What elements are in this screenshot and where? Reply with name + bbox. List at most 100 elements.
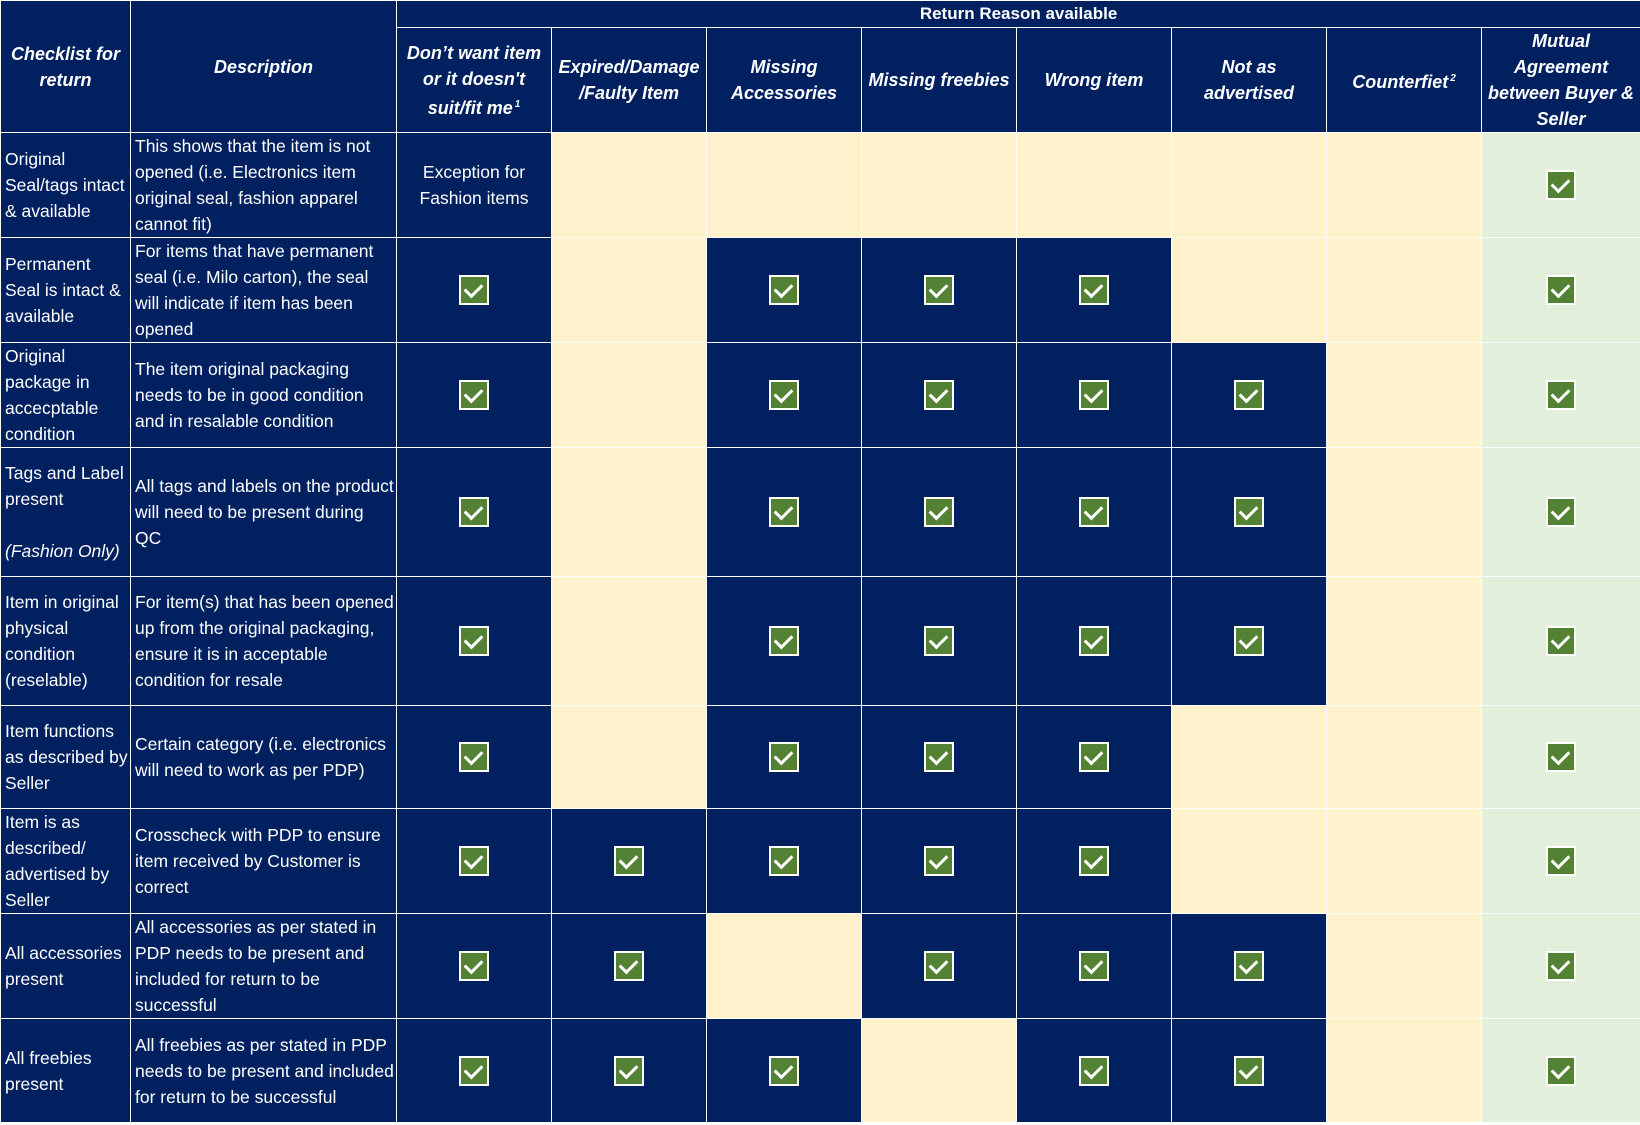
- checked-checkbox-icon: [1234, 951, 1264, 981]
- allowed-cell: [1016, 1018, 1172, 1123]
- table-row: Permanent Seal is intact & available For …: [0, 237, 1640, 343]
- reason-header-counterfiet: Counterfiet 2: [1326, 27, 1482, 133]
- not-applicable-cell: [1326, 913, 1482, 1019]
- checked-checkbox-icon: [924, 742, 954, 772]
- checked-checkbox-icon: [769, 846, 799, 876]
- checklist-item-label: Permanent Seal is intact & available: [0, 237, 131, 343]
- checked-checkbox-icon: [459, 846, 489, 876]
- checked-checkbox-icon: [1079, 380, 1109, 410]
- allowed-cell: [706, 576, 862, 706]
- allowed-cell: [1480, 705, 1640, 809]
- checked-checkbox-icon: [1079, 1055, 1109, 1086]
- not-applicable-cell: [1326, 237, 1482, 343]
- not-applicable-cell: [1171, 132, 1327, 238]
- allowed-cell: [396, 913, 552, 1019]
- allowed-cell: [1480, 576, 1640, 706]
- allowed-cell: [1016, 705, 1172, 809]
- allowed-cell: [1480, 132, 1640, 238]
- allowed-cell: [1016, 237, 1172, 343]
- checklist-item-label: Original package in accecptable conditio…: [0, 342, 131, 448]
- not-applicable-cell: [1171, 808, 1327, 914]
- reason-header-missing-freebies: Missing freebies: [861, 27, 1017, 133]
- table-row: Original Seal/tags intact & available Thi…: [0, 132, 1640, 238]
- allowed-cell: [861, 237, 1017, 343]
- checklist-item-label: Item functions as described by Seller: [0, 705, 131, 809]
- not-applicable-cell: [1326, 1018, 1482, 1123]
- checked-checkbox-icon: [614, 951, 644, 981]
- checked-checkbox-icon: [459, 275, 489, 305]
- allowed-cell: [1480, 913, 1640, 1019]
- allowed-cell: [1171, 913, 1327, 1019]
- not-applicable-cell: [1326, 447, 1482, 577]
- not-applicable-cell: [551, 576, 707, 706]
- checked-checkbox-icon: [459, 626, 489, 656]
- not-applicable-cell: [1326, 132, 1482, 238]
- table-row: Original package in accecptable conditio…: [0, 342, 1640, 448]
- checked-checkbox-icon: [769, 380, 799, 410]
- allowed-cell: [861, 576, 1017, 706]
- table-row: All freebies present All freebies as per …: [0, 1018, 1640, 1123]
- allowed-cell: [1480, 808, 1640, 914]
- checklist-item-description: For item(s) that has been opened up from…: [130, 576, 397, 706]
- checklist-item-label: Item is as described/ advertised by Sell…: [0, 808, 131, 914]
- not-applicable-cell: [1326, 342, 1482, 448]
- not-applicable-cell: [706, 132, 862, 238]
- checked-checkbox-icon: [459, 380, 489, 410]
- checked-checkbox-icon: [769, 1055, 799, 1086]
- checklist-item-label: Item in original physical condition (res…: [0, 576, 131, 706]
- not-applicable-cell: [551, 342, 707, 448]
- allowed-cell: [396, 447, 552, 577]
- allowed-cell: [861, 808, 1017, 914]
- checked-checkbox-icon: [1079, 742, 1109, 772]
- not-applicable-cell: [1326, 576, 1482, 706]
- allowed-cell: [1016, 913, 1172, 1019]
- allowed-cell: [551, 1018, 707, 1123]
- checked-checkbox-icon: [1234, 1055, 1264, 1086]
- checked-checkbox-icon: [924, 380, 954, 410]
- allowed-cell: [706, 1018, 862, 1123]
- checklist-item-label: Tags and Label present (Fashion Only): [0, 447, 131, 577]
- reason-header-don-t-want-item-or-it-doesn-t-: Don’t want item or it doesn't suit/fit m…: [396, 27, 552, 133]
- checked-checkbox-icon: [924, 846, 954, 876]
- table-row: Item functions as described by Seller Cer…: [0, 705, 1640, 809]
- checked-checkbox-icon: [459, 951, 489, 981]
- not-applicable-cell: [706, 913, 862, 1019]
- not-applicable-cell: [551, 447, 707, 577]
- checked-checkbox-icon: [1546, 170, 1577, 200]
- allowed-cell: [861, 913, 1017, 1019]
- checked-checkbox-icon: [1079, 275, 1109, 305]
- allowed-cell: [706, 808, 862, 914]
- not-applicable-cell: [861, 132, 1017, 238]
- checklist-item-description: The item original packaging needs to be …: [130, 342, 397, 448]
- allowed-cell: [1480, 342, 1640, 448]
- allowed-cell: [1016, 808, 1172, 914]
- checked-checkbox-icon: [1234, 380, 1264, 410]
- footnote-marker: 1: [514, 98, 521, 110]
- not-applicable-cell: [1326, 705, 1482, 809]
- checklist-item-description: All accessories as per stated in PDP nee…: [130, 913, 397, 1019]
- checked-checkbox-icon: [1546, 626, 1577, 656]
- return-reason-group-header: Return Reason available: [395, 0, 1640, 28]
- checked-checkbox-icon: [459, 1055, 489, 1086]
- table-row: Item is as described/ advertised by Sell…: [0, 808, 1640, 914]
- checklist-item-note: (Fashion Only): [5, 541, 120, 561]
- not-applicable-cell: [861, 1018, 1017, 1123]
- checked-checkbox-icon: [1546, 1055, 1577, 1086]
- checked-checkbox-icon: [924, 626, 954, 656]
- checked-checkbox-icon: [769, 275, 799, 305]
- allowed-cell: [396, 1018, 552, 1123]
- not-applicable-cell: [1016, 132, 1172, 238]
- not-applicable-cell: [1326, 808, 1482, 914]
- checklist-item-description: Crosscheck with PDP to ensure item recei…: [130, 808, 397, 914]
- allowed-cell: [706, 447, 862, 577]
- allowed-cell: [861, 447, 1017, 577]
- allowed-cell: [706, 237, 862, 343]
- reason-header-mutual-agreement-between-buyer: Mutual Agreement between Buyer & Seller: [1480, 27, 1640, 133]
- checked-checkbox-icon: [1546, 951, 1577, 981]
- exception-note-cell: Exception for Fashion items: [396, 132, 552, 238]
- checked-checkbox-icon: [614, 846, 644, 876]
- checked-checkbox-icon: [1234, 497, 1264, 527]
- checklist-item-description: All freebies as per stated in PDP needs …: [130, 1018, 397, 1123]
- checklist-item-description: This shows that the item is not opened (…: [130, 132, 397, 238]
